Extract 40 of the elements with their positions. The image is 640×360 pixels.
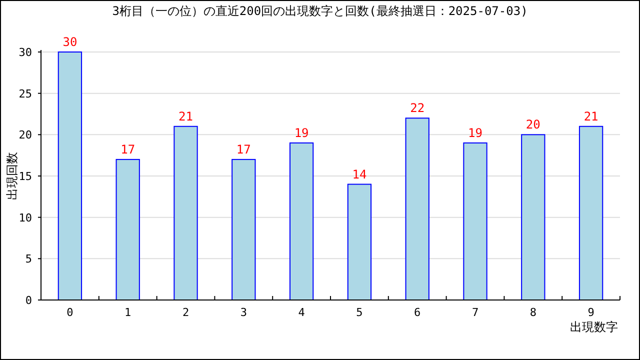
x-tick-label: 9: [588, 306, 594, 319]
x-tick-label: 7: [472, 306, 479, 319]
data-label: 21: [178, 109, 193, 124]
data-label: 20: [526, 118, 540, 132]
y-tick-label: 0: [25, 294, 32, 307]
data-label: 17: [236, 142, 251, 156]
bar: [232, 158, 256, 300]
bar: [463, 142, 488, 300]
x-tick-label: 1: [124, 306, 132, 319]
data-label: 21: [584, 109, 598, 124]
bar: [405, 118, 430, 300]
x-axis-title: 出現数字: [570, 320, 618, 334]
y-tick-label: 5: [25, 252, 32, 266]
data-label: 22: [410, 101, 425, 116]
x-tick-label: 5: [356, 306, 363, 319]
data-label: 14: [352, 167, 367, 182]
data-label: 19: [468, 126, 482, 140]
y-tick-label: 25: [18, 87, 32, 100]
y-axis-title: 出現回数: [5, 152, 19, 200]
bar: [289, 142, 314, 300]
y-tick-label: 10: [18, 211, 32, 224]
chart-title: 3桁目（一の位）の直近200回の出現数字と回数(最終抽選日：2025-07-03): [112, 4, 528, 18]
data-label: 17: [120, 142, 136, 156]
y-tick-label: 15: [18, 170, 32, 183]
x-tick-label: 8: [530, 306, 536, 319]
data-label: 30: [62, 35, 78, 49]
y-tick-label: 20: [18, 128, 32, 142]
x-tick-label: 0: [66, 306, 74, 319]
x-tick-label: 4: [298, 306, 306, 319]
bar: [174, 126, 198, 300]
y-tick-label: 30: [18, 46, 32, 59]
bar: [58, 52, 82, 300]
data-label: 19: [294, 126, 309, 140]
bar: [578, 126, 604, 300]
bar: [116, 158, 140, 300]
bar: [521, 134, 546, 300]
x-tick-label: 6: [414, 306, 421, 319]
x-tick-label: 2: [182, 306, 190, 319]
bar: [347, 184, 372, 300]
x-tick-label: 3: [240, 306, 247, 319]
